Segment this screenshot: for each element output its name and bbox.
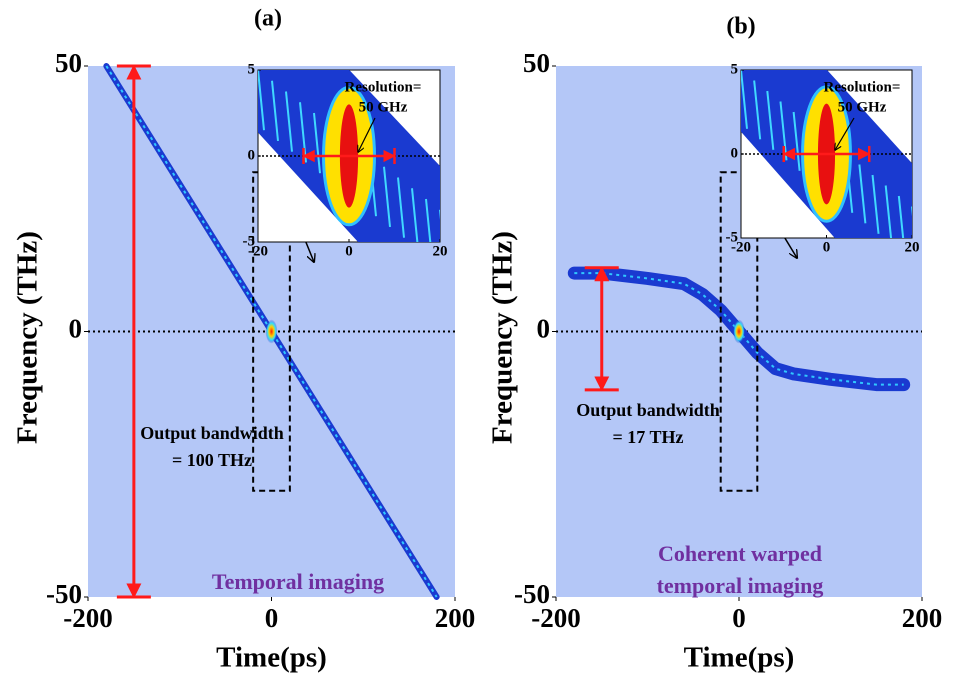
inset-x-tick-label: 0 (345, 243, 353, 259)
inset-x-tick-label: 20 (905, 239, 920, 255)
y-tick-label: -50 (46, 579, 82, 609)
inset-pointer (835, 117, 855, 150)
inset-fringe (258, 70, 265, 131)
inset-y-tick-label: 5 (731, 61, 739, 77)
annotation: = 100 THz (172, 450, 252, 470)
x-tick-label: -200 (63, 603, 113, 633)
annotation: = 17 THz (613, 427, 684, 447)
inset-fringe (884, 185, 893, 238)
zoom-box (252, 171, 291, 492)
inset-fringe (897, 195, 905, 238)
y-tick-label: -50 (514, 579, 550, 609)
panel-title: (a) (254, 6, 282, 32)
inset-fringe (753, 80, 762, 140)
x-tick-label: -200 (531, 603, 581, 633)
annotation: Output bandwidth (576, 400, 720, 420)
inset-x-tick-label: -20 (248, 243, 268, 259)
inset-annotation: Resolution= (345, 79, 422, 95)
inset-x-tick-label: 20 (433, 243, 448, 259)
inset-annotation: Resolution= (824, 79, 901, 95)
x-tick-label: 200 (435, 603, 476, 633)
inset-x-tick-label: -20 (731, 239, 751, 255)
inset-fringe (285, 91, 293, 152)
y-axis-label: Frequency (THz) (487, 231, 519, 444)
inset-fringe (383, 166, 391, 228)
panel-title: (b) (726, 14, 755, 40)
caption: Temporal imaging (212, 569, 384, 594)
inset-fringe (858, 164, 867, 224)
inset-x-tick-label: 0 (823, 239, 831, 255)
y-tick-label: 0 (537, 314, 551, 344)
x-axis-label: Time(ps) (684, 642, 795, 674)
inset-fringe (313, 112, 321, 174)
inset-y-tick-label: 0 (731, 145, 739, 161)
center-hotspot (733, 319, 745, 344)
inset-fringe (871, 174, 880, 234)
y-tick-label: 0 (69, 314, 83, 344)
x-tick-label: 0 (265, 603, 279, 633)
inset-annotation: 50 GHz (359, 99, 408, 115)
x-tick-label: 200 (902, 603, 943, 633)
caption: Coherent warped (658, 541, 822, 566)
inset-y-tick-label: 0 (248, 147, 256, 163)
x-tick-label: 0 (732, 603, 746, 633)
inset-y-tick-label: 5 (248, 61, 256, 77)
inset-y-tick-label: -5 (726, 229, 739, 245)
inset-fringe (741, 70, 748, 129)
center-hotspot (265, 319, 278, 344)
x-axis-label: Time(ps) (216, 642, 327, 674)
inset-fringe (397, 177, 405, 238)
inset-fringe (271, 80, 279, 142)
inset-fringe (766, 90, 775, 150)
y-tick-label: 50 (523, 48, 550, 78)
inset-fringe (425, 198, 432, 242)
annotation: Output bandwidth (140, 423, 284, 443)
inset-annotation: 50 GHz (838, 99, 887, 115)
inset-y-tick-label: -5 (243, 233, 256, 249)
y-tick-label: 50 (55, 48, 82, 78)
inset-fringe (792, 111, 801, 171)
zoom-box (719, 171, 759, 492)
caption: temporal imaging (657, 573, 824, 598)
inset-fringe (411, 188, 419, 242)
inset-pointer (358, 117, 376, 152)
y-axis-label: Frequency (THz) (12, 231, 44, 444)
